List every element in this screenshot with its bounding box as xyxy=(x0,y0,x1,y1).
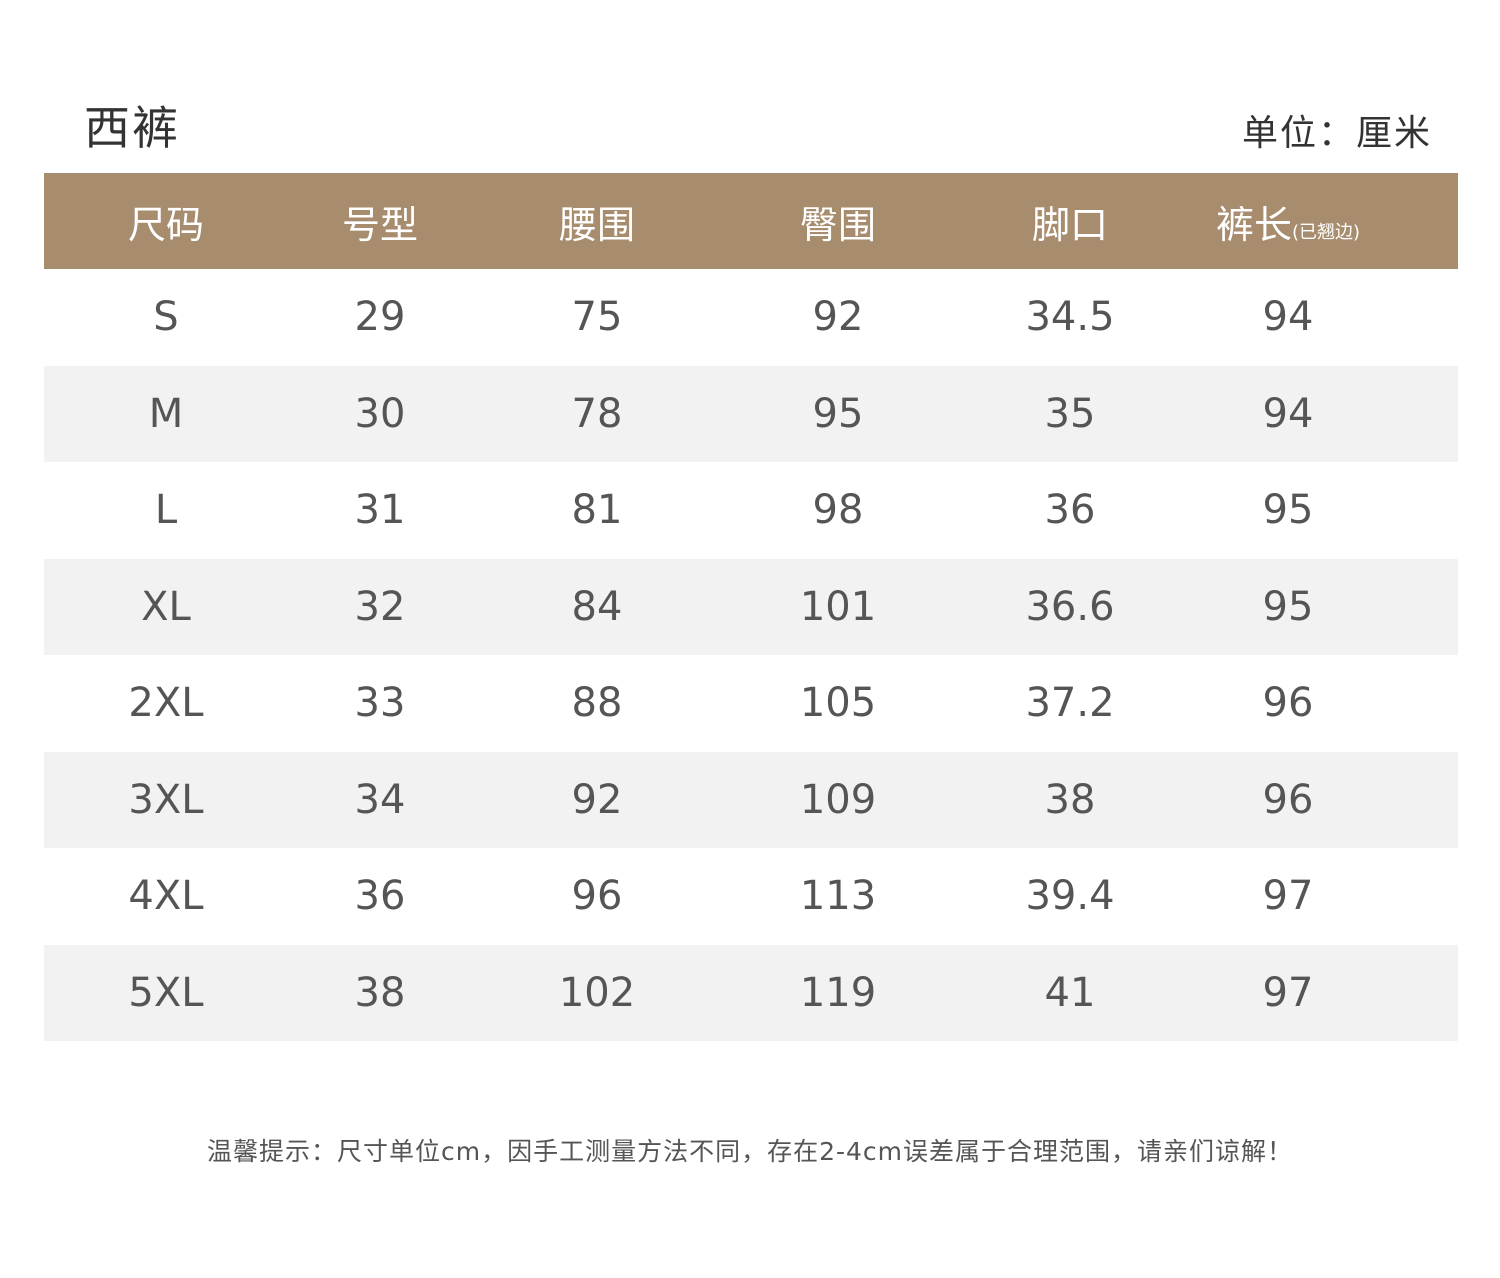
table-row: 3XL 34 92 109 38 96 xyxy=(44,751,1458,848)
header-length: 裤长 xyxy=(1215,202,1292,247)
cell-size: 2XL xyxy=(128,680,204,727)
cell-hip: 109 xyxy=(799,776,877,823)
cell-leg-opening: 37.2 xyxy=(1025,680,1115,727)
header-waist: 腰围 xyxy=(558,202,635,247)
cell-hip: 95 xyxy=(812,390,864,437)
cell-hip: 101 xyxy=(799,583,877,630)
cell-model: 32 xyxy=(354,583,406,630)
cell-hip: 92 xyxy=(812,294,864,341)
cell-waist: 81 xyxy=(571,487,623,534)
cell-waist: 88 xyxy=(571,680,623,727)
cell-hip: 113 xyxy=(799,873,877,920)
cell-model: 38 xyxy=(354,969,406,1016)
header-hip: 臀围 xyxy=(799,202,876,247)
cell-length: 96 xyxy=(1262,680,1314,727)
table-row: 2XL 33 88 105 37.2 96 xyxy=(44,655,1458,752)
cell-size: M xyxy=(148,390,184,437)
cell-model: 33 xyxy=(354,680,406,727)
cell-size: S xyxy=(153,294,179,341)
table-row: 4XL 36 96 113 39.4 97 xyxy=(44,848,1458,945)
cell-length: 97 xyxy=(1262,969,1314,1016)
table-row: M 30 78 95 35 94 xyxy=(44,365,1458,462)
header-leg-opening: 脚口 xyxy=(1031,202,1108,247)
cell-leg-opening: 34.5 xyxy=(1025,294,1115,341)
cell-size: L xyxy=(154,487,178,534)
cell-leg-opening: 39.4 xyxy=(1025,873,1115,920)
page-title: 西裤 xyxy=(84,101,180,155)
cell-length: 94 xyxy=(1262,390,1314,437)
cell-size: 4XL xyxy=(128,873,204,920)
table-header: 尺码 号型 腰围 臀围 脚口 裤长(已翘边) xyxy=(44,173,1458,269)
table-body: S 29 75 92 34.5 94 M 30 78 95 35 94 L 31 81 98 36 95 XL 32 8… xyxy=(44,269,1458,1041)
footer-note: 温馨提示：尺寸单位cm，因手工测量方法不同，存在2-4cm误差属于合理范围，请亲… xyxy=(206,1137,1294,1166)
header-length-cell: 裤长(已翘边) xyxy=(1186,194,1390,249)
cell-model: 34 xyxy=(354,776,406,823)
header-size: 尺码 xyxy=(127,202,204,247)
size-table: 尺码 号型 腰围 臀围 脚口 裤长(已翘边) S 29 75 92 34.5 94 M 30 7… xyxy=(44,173,1458,1041)
cell-model: 31 xyxy=(354,487,406,534)
cell-waist: 92 xyxy=(571,776,623,823)
cell-length: 95 xyxy=(1262,487,1314,534)
cell-waist: 96 xyxy=(571,873,623,920)
cell-model: 36 xyxy=(354,873,406,920)
cell-model: 29 xyxy=(354,294,406,341)
table-row: L 31 81 98 36 95 xyxy=(44,462,1458,559)
table-row: XL 32 84 101 36.6 95 xyxy=(44,558,1458,655)
table-row: S 29 75 92 34.5 94 xyxy=(44,269,1458,366)
cell-length: 94 xyxy=(1262,294,1314,341)
cell-hip: 105 xyxy=(799,680,877,727)
cell-waist: 84 xyxy=(571,583,623,630)
cell-leg-opening: 35 xyxy=(1044,390,1096,437)
cell-length: 96 xyxy=(1262,776,1314,823)
cell-hip: 119 xyxy=(799,969,877,1016)
cell-waist: 78 xyxy=(571,390,623,437)
cell-size: 5XL xyxy=(128,969,204,1016)
cell-model: 30 xyxy=(354,390,406,437)
cell-leg-opening: 38 xyxy=(1044,776,1096,823)
cell-size: XL xyxy=(141,583,191,630)
cell-leg-opening: 36.6 xyxy=(1025,583,1115,630)
cell-leg-opening: 41 xyxy=(1044,969,1096,1016)
cell-leg-opening: 36 xyxy=(1044,487,1096,534)
cell-hip: 98 xyxy=(812,487,864,534)
header-length-note: (已翘边) xyxy=(1291,221,1361,243)
unit-label: 单位：厘米 xyxy=(1241,113,1432,154)
cell-waist: 75 xyxy=(571,294,623,341)
cell-waist: 102 xyxy=(558,969,636,1016)
cell-length: 97 xyxy=(1262,873,1314,920)
header-model: 号型 xyxy=(341,202,418,247)
table-row: 5XL 38 102 119 41 97 xyxy=(44,944,1458,1041)
cell-length: 95 xyxy=(1262,583,1314,630)
cell-size: 3XL xyxy=(128,776,204,823)
